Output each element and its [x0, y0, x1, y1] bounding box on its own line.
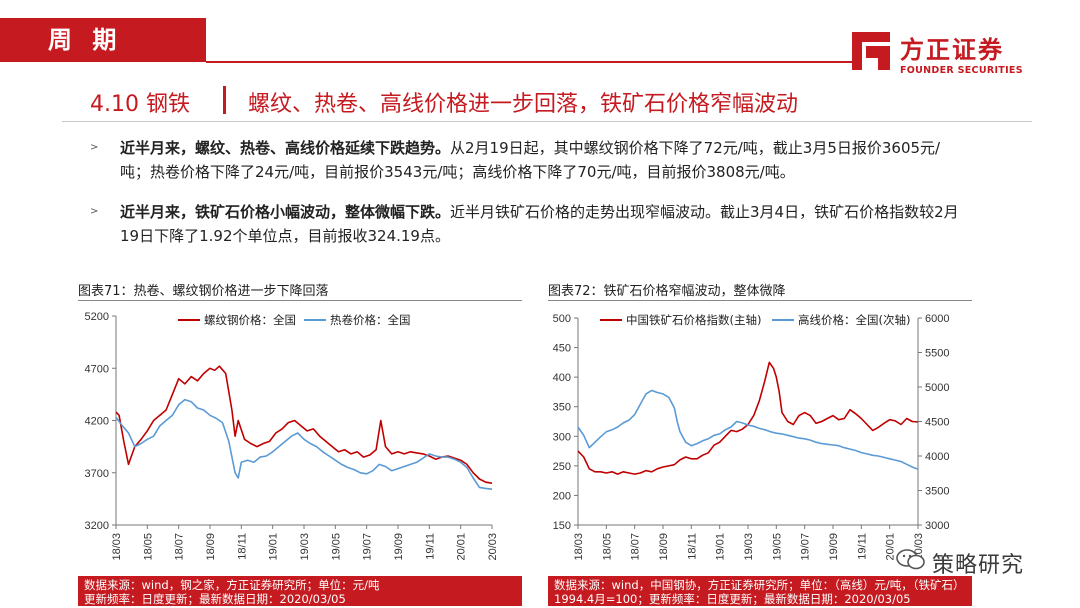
- x-tick-label: 19/09: [393, 533, 405, 561]
- y-tick-label: 500: [553, 313, 571, 325]
- bullet-arrow-icon: >: [90, 206, 99, 217]
- x-tick-label: 19/11: [856, 533, 868, 560]
- section-separator: [223, 86, 226, 114]
- y2-tick-label: 5500: [925, 348, 949, 360]
- y-tick-label: 3700: [85, 468, 109, 480]
- x-tick-label: 18/07: [630, 533, 642, 561]
- series-line-1: [577, 389, 919, 470]
- y-tick-label: 450: [553, 343, 571, 355]
- legend-label: 热卷价格：全国: [330, 313, 411, 327]
- x-tick-label: 18/07: [174, 533, 186, 561]
- x-tick-label: 19/03: [299, 533, 311, 561]
- wechat-watermark: 策略研究: [896, 546, 1056, 578]
- section-heading: 螺纹、热卷、高线价格进一步回落，铁矿石价格窄幅波动: [248, 92, 799, 117]
- steel-price-chart: 3200 3700 4200 4700 5200 18/03 18/05 18/07 18/09…: [85, 311, 499, 561]
- logo-chinese-name: 方正证券: [900, 36, 1004, 64]
- y-tick-label: 5200: [85, 311, 109, 323]
- y-tick-label: 250: [553, 461, 571, 473]
- y2-tick-label: 6000: [925, 313, 949, 325]
- legend-label: 高线价格：全国(次轴): [798, 313, 910, 327]
- y-tick-label: 4200: [85, 416, 109, 428]
- figure-71-source: 数据来源：wind，钢之家，方正证券研究所；单位：元/吨 更新频率：日度更新；最…: [78, 576, 522, 606]
- x-tick-label: 19/05: [330, 533, 342, 561]
- legend-label: 螺纹钢价格：全国: [204, 313, 296, 327]
- bullet-item: > 近半月来，铁矿石价格小幅波动，整体微幅下跌。近半月铁矿石价格的走势出现窄幅波…: [90, 200, 970, 248]
- x-tick-label: 18/05: [601, 533, 613, 561]
- x-tick-label: 20/01: [885, 533, 897, 561]
- y-tick-label: 350: [553, 402, 571, 414]
- bullet-arrow-icon: >: [90, 142, 99, 153]
- series-line-1: [115, 398, 493, 490]
- series-line-0: [577, 361, 919, 475]
- y2-tick-label: 3000: [925, 520, 949, 532]
- y-tick-label: 300: [553, 431, 571, 443]
- wechat-icon: [896, 549, 925, 570]
- y2-tick-label: 4500: [925, 417, 949, 429]
- x-tick-label: 19/01: [268, 533, 280, 561]
- x-tick-label: 20/03: [487, 533, 499, 561]
- figure-72-title: 图表72：铁矿石价格窄幅波动，整体微降: [548, 284, 786, 299]
- bullet-text: 近半月来，铁矿石价格小幅波动，整体微幅下跌。近半月铁矿石价格的走势出现窄幅波动。…: [120, 200, 970, 248]
- x-tick-label: 19/03: [743, 533, 755, 561]
- y-tick-label: 150: [553, 520, 571, 532]
- section-number: 4.10 钢铁: [90, 92, 190, 117]
- bullet-bold: 近半月来，螺纹、热卷、高线价格延续下跌趋势。: [120, 139, 451, 157]
- header-divider: [206, 61, 856, 63]
- watermark-text: 策略研究: [932, 553, 1025, 578]
- x-tick-label: 19/11: [424, 533, 436, 560]
- x-tick-label: 20/01: [456, 533, 468, 561]
- x-tick-label: 19/07: [800, 533, 812, 561]
- bullet-body: 从2月19日起，其中螺纹钢价格下降了72元/吨，截止3月5日报价3605元/吨；…: [120, 139, 941, 181]
- x-tick-label: 18/09: [205, 533, 217, 561]
- legend-label: 中国铁矿石价格指数(主轴): [626, 313, 761, 327]
- x-tick-label: 18/03: [111, 533, 123, 561]
- figure-72-source: 数据来源：wind，中国钢协，方正证券研究所；单位：（高线）元/吨，（铁矿石）1…: [548, 576, 972, 606]
- y-tick-label: 4700: [85, 363, 109, 375]
- x-tick-label: 19/05: [771, 533, 783, 561]
- x-tick-label: 18/11: [686, 533, 698, 560]
- figure-71-rule: [78, 300, 522, 301]
- x-tick-label: 19/07: [362, 533, 374, 561]
- y-tick-label: 3200: [85, 520, 109, 532]
- category-tag: 周 期: [0, 18, 206, 62]
- x-tick-label: 18/03: [573, 533, 585, 561]
- x-tick-label: 19/01: [715, 533, 727, 561]
- bullet-body: 近半月铁矿石价格的走势出现窄幅波动。截止3月4日，铁矿石价格指数较2月19日下降…: [120, 203, 959, 245]
- company-logo: 方正证券 FOUNDER SECURITIES: [848, 28, 1038, 80]
- bullet-text: 近半月来，螺纹、热卷、高线价格延续下跌趋势。从2月19日起，其中螺纹钢价格下降了…: [120, 136, 970, 184]
- y2-tick-label: 4000: [925, 451, 949, 463]
- y-tick-label: 400: [553, 372, 571, 384]
- logo-english-name: FOUNDER SECURITIES: [900, 65, 1023, 76]
- figure-72-rule: [548, 300, 972, 301]
- series-line-0: [115, 365, 493, 484]
- x-tick-label: 18/05: [142, 533, 154, 561]
- y2-tick-label: 5000: [925, 382, 949, 394]
- y-tick-label: 200: [553, 490, 571, 502]
- bullet-item: > 近半月来，螺纹、热卷、高线价格延续下跌趋势。从2月19日起，其中螺纹钢价格下…: [90, 136, 970, 184]
- x-tick-label: 18/09: [658, 533, 670, 561]
- y2-tick-label: 3500: [925, 486, 949, 498]
- iron-ore-chart: 150 200 250 300 350 400 450 500 3000 3500 4000 4500…: [553, 313, 950, 561]
- figure-71-title: 图表71：热卷、螺纹钢价格进一步下降回落: [78, 284, 329, 299]
- section-title: 4.10 钢铁 螺纹、热卷、高线价格进一步回落，铁矿石价格窄幅波动: [62, 82, 1032, 122]
- founder-logo-icon: [852, 32, 890, 70]
- bullet-bold: 近半月来，铁矿石价格小幅波动，整体微幅下跌。: [120, 203, 451, 221]
- x-tick-label: 19/09: [828, 533, 840, 561]
- x-tick-label: 18/11: [236, 533, 248, 560]
